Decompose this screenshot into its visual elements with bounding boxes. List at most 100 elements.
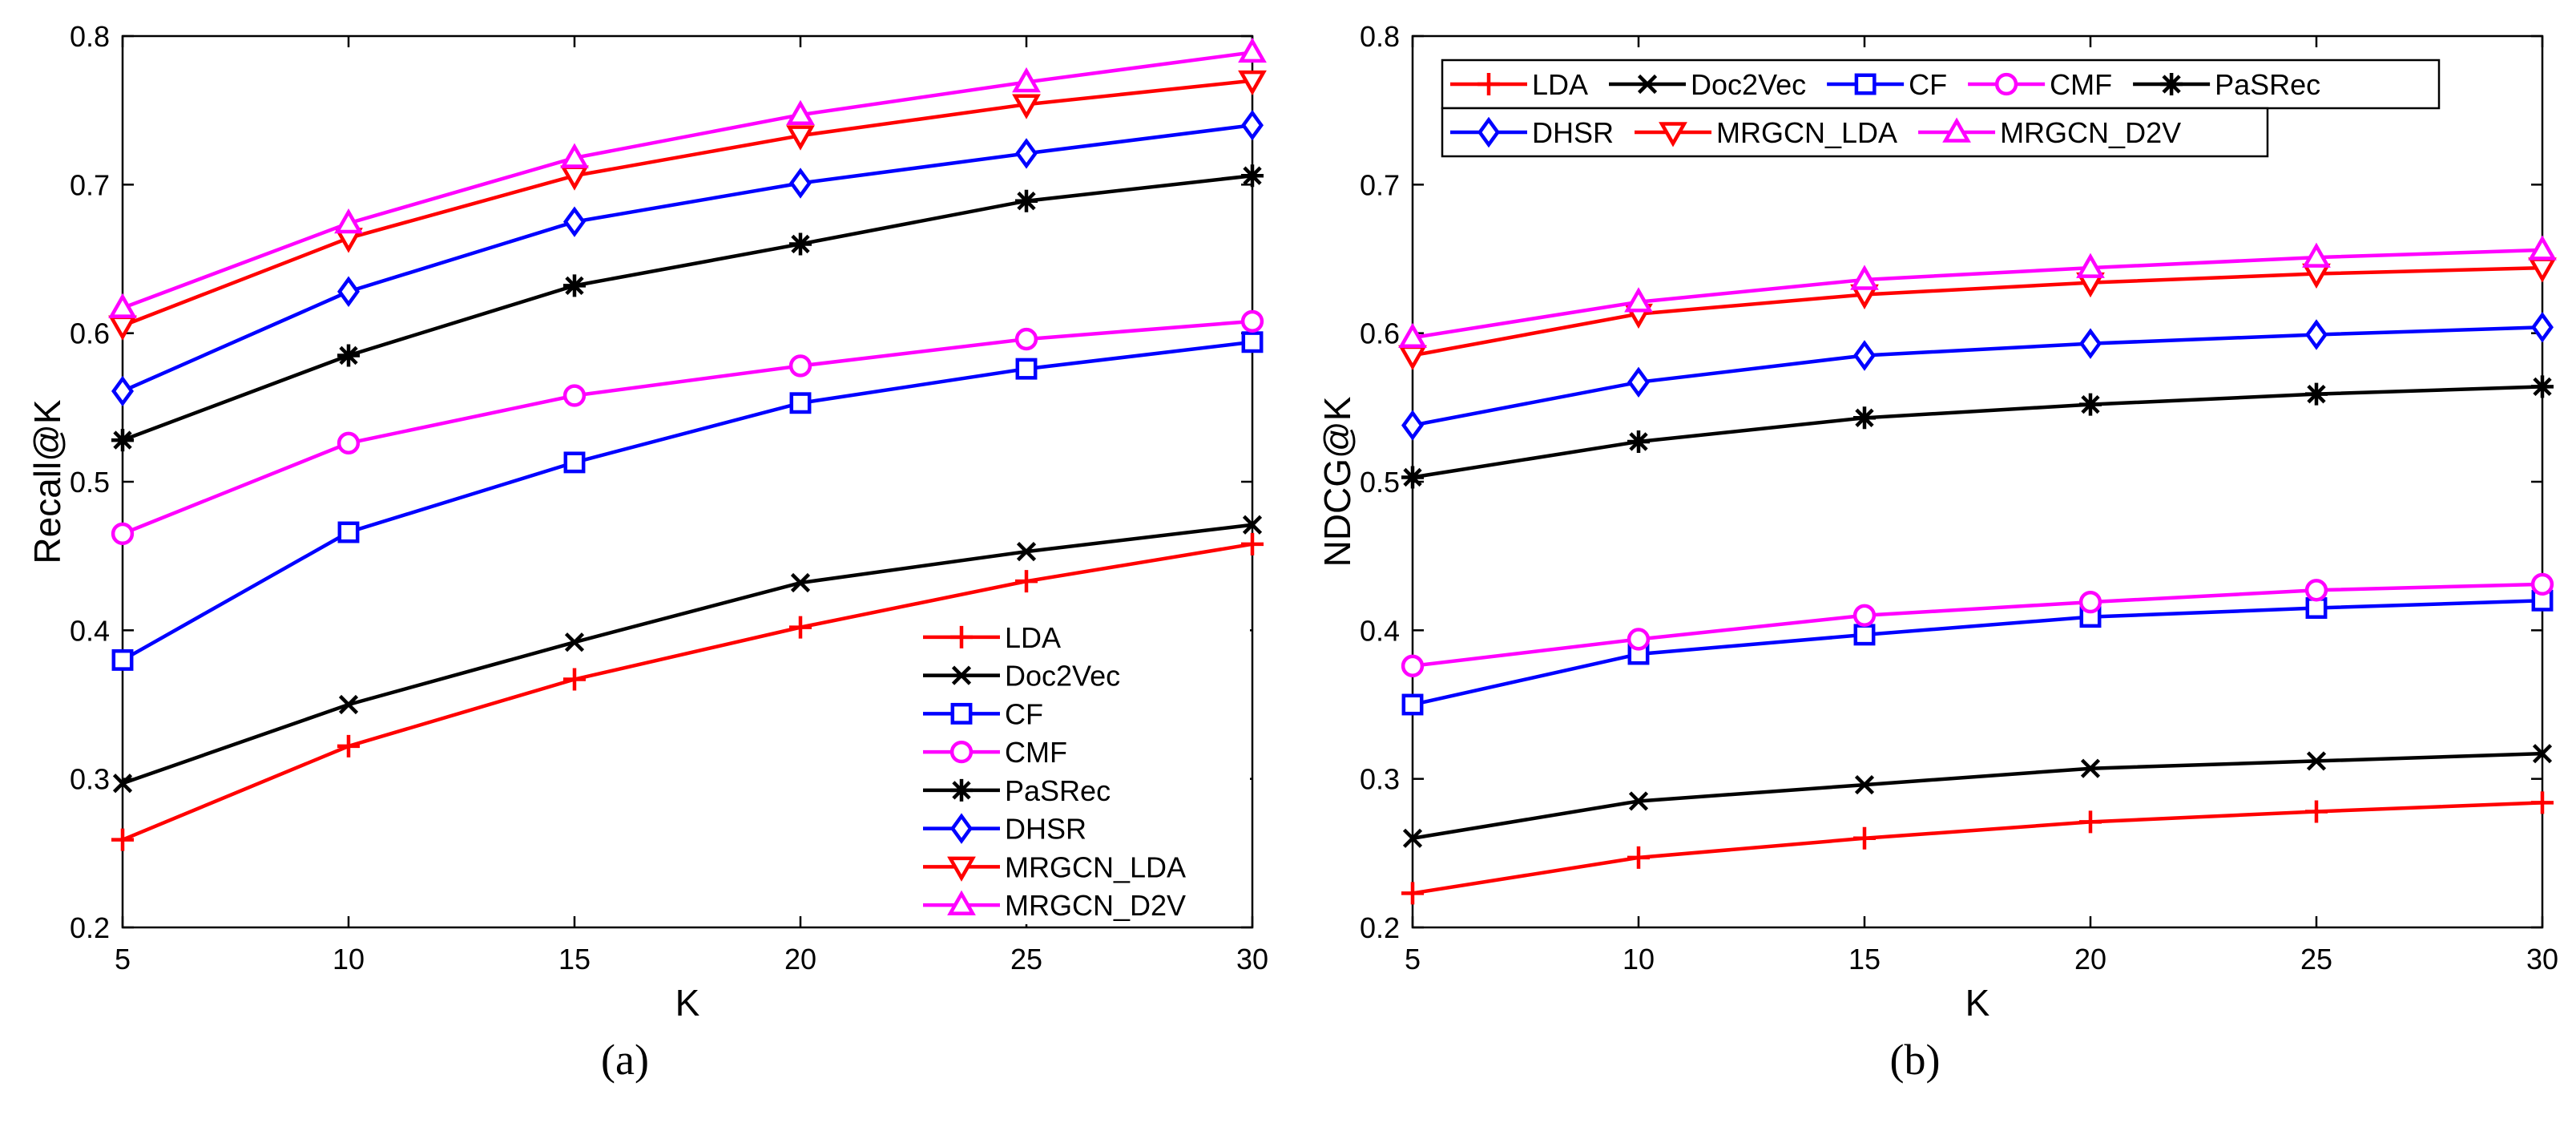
y-tick-label: 0.7 (70, 168, 110, 201)
data-point (786, 99, 815, 125)
x-tick-label: 10 (333, 943, 365, 976)
series-dhsr (111, 109, 1264, 407)
data-point (1242, 515, 1263, 535)
data-point (1401, 882, 1424, 905)
legend-label: Doc2Vec (1005, 660, 1120, 693)
legend-marker (1637, 74, 1658, 95)
data-point (1401, 410, 1424, 441)
y-tick-label: 0.2 (70, 911, 110, 944)
legend-label: MRGCN_LDA (1716, 116, 1897, 149)
legend-label: CMF (1005, 736, 1067, 769)
data-point (2076, 252, 2105, 278)
series-doc2vec (112, 515, 1263, 794)
series-line (1412, 599, 2543, 707)
chart-panel-a: 5 10 15 20 25 30 0.2 0.3 0.4 0.5 0.6 0.7 0.8 K Recall@… (26, 20, 1268, 1084)
data-point (1012, 67, 1041, 93)
data-point (337, 521, 360, 543)
data-point (1627, 430, 1650, 453)
legend-marker (950, 778, 973, 802)
data-point (1238, 70, 1267, 96)
data-point (1012, 94, 1041, 119)
series-cmf (111, 309, 1264, 546)
data-point (337, 344, 360, 367)
legend-label: PaSRec (1005, 774, 1111, 807)
data-point (1853, 624, 1876, 646)
series-line (122, 542, 1253, 842)
legend-label: MRGCN_LDA (1005, 850, 1186, 883)
x-tick-label: 20 (784, 943, 816, 976)
data-point (1628, 791, 1649, 811)
series-line (122, 523, 1253, 786)
data-point (111, 429, 134, 452)
legend-box (1441, 107, 2269, 158)
legend-marker (1477, 73, 1500, 95)
y-axis-label: NDCG@K (1316, 396, 1358, 567)
legend-box (1441, 59, 2441, 110)
data-point (2078, 590, 2102, 614)
data-point (1240, 309, 1264, 333)
data-point (1854, 774, 1875, 795)
legend-marker (1942, 117, 1971, 143)
data-point (111, 375, 134, 407)
legend-label: LDA (1532, 68, 1588, 101)
series-line (121, 340, 1253, 662)
data-point (1850, 265, 1879, 290)
data-point (2530, 572, 2554, 596)
data-point (1401, 693, 1424, 716)
legend-marker (1659, 122, 1687, 147)
x-tick-label: 25 (1010, 943, 1042, 976)
data-point (2531, 791, 2554, 814)
y-tick-label: 0.3 (70, 763, 110, 796)
data-point (1853, 406, 1876, 430)
data-point (786, 125, 815, 151)
series-line (1412, 582, 2543, 669)
data-point (2528, 235, 2557, 261)
y-tick-label: 0.8 (70, 20, 110, 53)
data-point (1015, 358, 1038, 380)
series-pasrec (111, 164, 1264, 452)
legend-label: Doc2Vec (1691, 68, 1806, 101)
data-point (1401, 654, 1425, 677)
y-tick-label: 0.5 (1360, 466, 1400, 499)
data-point (112, 774, 133, 794)
series-lda (111, 532, 1264, 851)
series-mrgcn-d2v (108, 37, 1267, 318)
series-line (122, 173, 1253, 442)
data-point (2305, 800, 2328, 823)
data-point (2304, 579, 2328, 602)
data-point (560, 143, 589, 168)
data-point (1398, 322, 1427, 348)
legend-marker (950, 813, 973, 844)
series-line (122, 319, 1253, 535)
legend-label: DHSR (1005, 813, 1086, 846)
series-dhsr (1401, 312, 2554, 441)
data-point (337, 276, 360, 307)
series-cf (111, 331, 1264, 671)
data-point (1016, 542, 1037, 562)
series-cmf (1401, 572, 2554, 677)
data-point (789, 392, 812, 414)
series-line (1412, 325, 2543, 427)
legend-label: CF (1005, 697, 1043, 730)
legend-label: MRGCN_D2V (1005, 889, 1186, 922)
legend-marker (2160, 73, 2183, 95)
legend-marker (947, 890, 976, 915)
series-line (122, 79, 1253, 328)
legend-marker (950, 625, 973, 648)
legend-marker (947, 856, 976, 882)
y-tick-label: 0.3 (1360, 763, 1400, 796)
panel-caption: (a) (601, 1036, 649, 1084)
y-tick-label: 0.2 (1360, 911, 1400, 944)
data-point (1852, 604, 1877, 627)
data-point (111, 828, 134, 851)
data-point (1853, 340, 1876, 371)
series-line (1412, 248, 2543, 340)
data-point (2305, 319, 2328, 350)
x-axis-label: K (1965, 982, 1990, 1024)
data-point (788, 354, 812, 378)
data-point (2305, 597, 2328, 619)
x-tick-label: 25 (2300, 943, 2332, 976)
data-point (1627, 628, 1651, 651)
y-tick-label: 0.4 (1360, 614, 1400, 647)
